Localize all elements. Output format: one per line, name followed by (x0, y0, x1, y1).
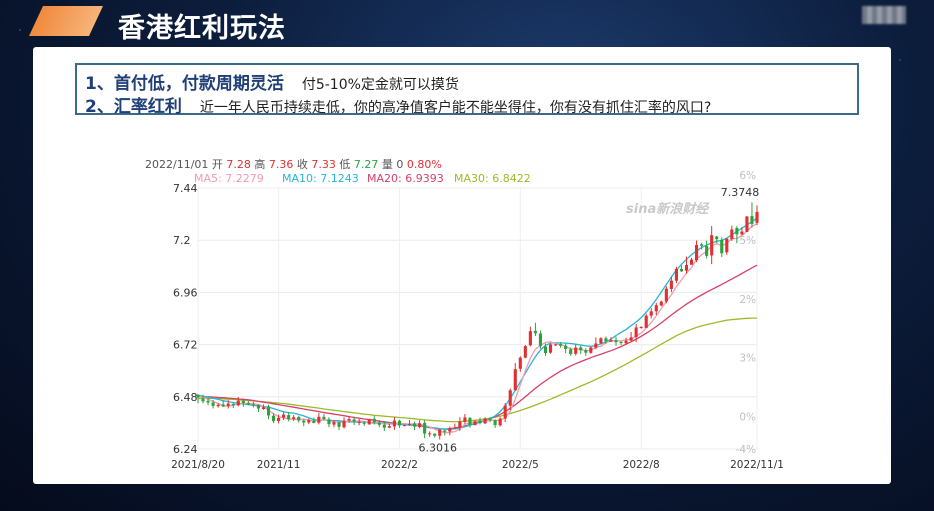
slide-title: 香港红利玩法 (118, 13, 286, 44)
point-2: 2、汇率红利 近一年人民币持续走低，你的高净值客户能不能坐得住，你有没有抓住汇率的… (85, 92, 711, 117)
point-2-title: 2、汇率红利 (85, 97, 182, 117)
blurred-watermark (862, 6, 906, 24)
slide-header: 香港红利玩法 (0, 0, 934, 48)
point-1: 1、首付低，付款周期灵活 付5-10%定金就可以摸货 (85, 69, 459, 94)
wechat-icon (789, 460, 811, 478)
title-accent-shape (29, 6, 103, 36)
key-points-box: 1、首付低，付款周期灵活 付5-10%定金就可以摸货 2、汇率红利 近一年人民币持续… (75, 63, 859, 117)
content-card: 1、首付低，付款周期灵活 付5-10%定金就可以摸货 2、汇率红利 近一年人民币持续… (33, 47, 891, 484)
point-1-title: 1、首付低，付款周期灵活 (85, 74, 284, 94)
point-1-desc: 付5-10%定金就可以摸货 (301, 77, 459, 93)
author-name: 黄凤仙 (813, 463, 864, 483)
point-2-desc: 近一年人民币持续走低，你的高净值客户能不能坐得住，你有没有抓住汇率的风口? (199, 100, 712, 116)
